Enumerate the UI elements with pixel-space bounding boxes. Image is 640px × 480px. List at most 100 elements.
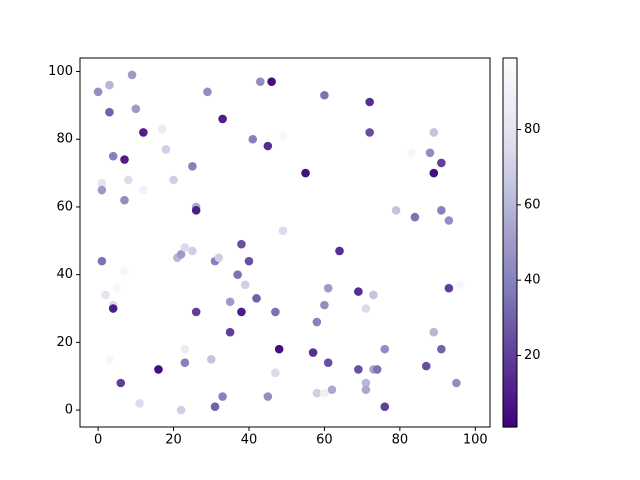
- colorbar-segment: [503, 245, 517, 250]
- scatter-point: [180, 243, 190, 252]
- scatter-point: [361, 304, 371, 313]
- scatter-point: [323, 358, 333, 367]
- colorbar-segment: [503, 144, 517, 148]
- colorbar-segment: [503, 359, 517, 364]
- scatter-point: [444, 216, 454, 225]
- scatter-point: [410, 212, 420, 222]
- scatter-point: [421, 361, 431, 371]
- scatter-point: [278, 131, 288, 141]
- scatter-point: [406, 148, 416, 158]
- scatter-point: [335, 246, 344, 256]
- colorbar-segment: [503, 141, 517, 145]
- scatter-point: [274, 344, 284, 354]
- scatter-point: [380, 402, 390, 411]
- scatter-point: [176, 250, 186, 259]
- colorbar-segment: [503, 322, 517, 327]
- scatter-point: [278, 226, 288, 235]
- colorbar-segment: [503, 70, 517, 74]
- colorbar-segment: [503, 202, 517, 207]
- colorbar-segment: [503, 214, 517, 219]
- colorbar-segment: [503, 85, 517, 90]
- colorbar-segment: [503, 264, 517, 268]
- y-tick-label: 100: [48, 64, 73, 79]
- scatter-point: [169, 175, 178, 185]
- scatter-point: [263, 141, 273, 151]
- scatter-point: [308, 348, 318, 357]
- scatter-point: [252, 294, 261, 303]
- colorbar-segment: [503, 230, 517, 234]
- scatter-point: [139, 185, 148, 195]
- axes-frame: [79, 57, 491, 428]
- colorbar-segment: [503, 257, 517, 262]
- scatter-point: [108, 304, 118, 313]
- colorbar-segment: [503, 285, 517, 290]
- scatter-point: [180, 358, 190, 367]
- scatter-point: [380, 344, 390, 354]
- colorbar-segment: [503, 248, 517, 253]
- scatter-point: [116, 378, 126, 388]
- colorbar-segment: [503, 291, 517, 296]
- x-tick-label: 20: [165, 433, 182, 448]
- colorbar-tick-label: 80: [524, 122, 541, 137]
- colorbar-segment: [503, 113, 517, 118]
- colorbar-segment: [503, 288, 517, 293]
- scatter-point: [437, 344, 446, 354]
- colorbar-segment: [503, 251, 517, 256]
- colorbar-segment: [503, 97, 517, 102]
- scatter-point: [271, 307, 280, 317]
- colorbar-segment: [503, 267, 517, 271]
- colorbar-segment: [503, 356, 517, 360]
- x-tick-label: 40: [241, 433, 258, 448]
- scatter-point: [429, 128, 439, 137]
- colorbar-segment: [503, 239, 517, 244]
- colorbar-segment: [503, 110, 517, 114]
- colorbar-segment: [503, 402, 517, 407]
- colorbar-segment: [503, 190, 517, 194]
- colorbar-segment: [503, 82, 517, 87]
- scatter-point: [105, 354, 114, 364]
- scatter-point: [233, 270, 242, 279]
- colorbar-segment: [503, 156, 517, 161]
- scatter-point: [248, 134, 258, 144]
- scatter-point: [237, 239, 246, 249]
- colorbar-segment: [503, 91, 517, 96]
- scatter-point: [176, 405, 186, 415]
- colorbar-segment: [503, 414, 517, 419]
- scatter-point: [191, 307, 201, 317]
- colorbar-segment: [503, 137, 517, 142]
- colorbar-segment: [503, 107, 517, 111]
- scatter-point: [320, 388, 329, 398]
- colorbar-segment: [503, 254, 517, 259]
- scatter-point: [105, 80, 114, 90]
- scatter-point: [154, 365, 163, 374]
- scatter-point: [255, 77, 265, 86]
- scatter-point: [320, 90, 329, 100]
- colorbar-segment: [503, 227, 517, 231]
- colorbar-segment: [503, 88, 517, 93]
- colorbar-segment: [503, 104, 517, 108]
- scatter-point: [425, 148, 435, 158]
- scatter-point: [312, 388, 322, 398]
- colorbar-segment: [503, 405, 517, 410]
- scatter-point: [437, 206, 446, 215]
- colorbar-segment: [503, 383, 517, 388]
- scatter-point: [372, 365, 382, 374]
- scatter-point: [365, 128, 374, 137]
- colorbar-segment: [503, 159, 517, 164]
- scatter-point: [112, 283, 122, 293]
- colorbar-segment: [503, 270, 517, 274]
- scatter-point: [429, 168, 439, 178]
- colorbar-segment: [503, 310, 517, 314]
- scatter-point: [135, 399, 144, 408]
- scatter-point: [203, 87, 212, 97]
- colorbar-segment: [503, 61, 517, 65]
- plot-area: [93, 70, 465, 415]
- colorbar-segment: [503, 236, 517, 241]
- x-tick-label: 100: [463, 433, 488, 448]
- colorbar-segment: [503, 371, 517, 376]
- x-tick-label: 0: [94, 433, 102, 448]
- colorbar-segment: [503, 325, 517, 330]
- colorbar-segment: [503, 233, 517, 237]
- scatter-point: [225, 327, 235, 337]
